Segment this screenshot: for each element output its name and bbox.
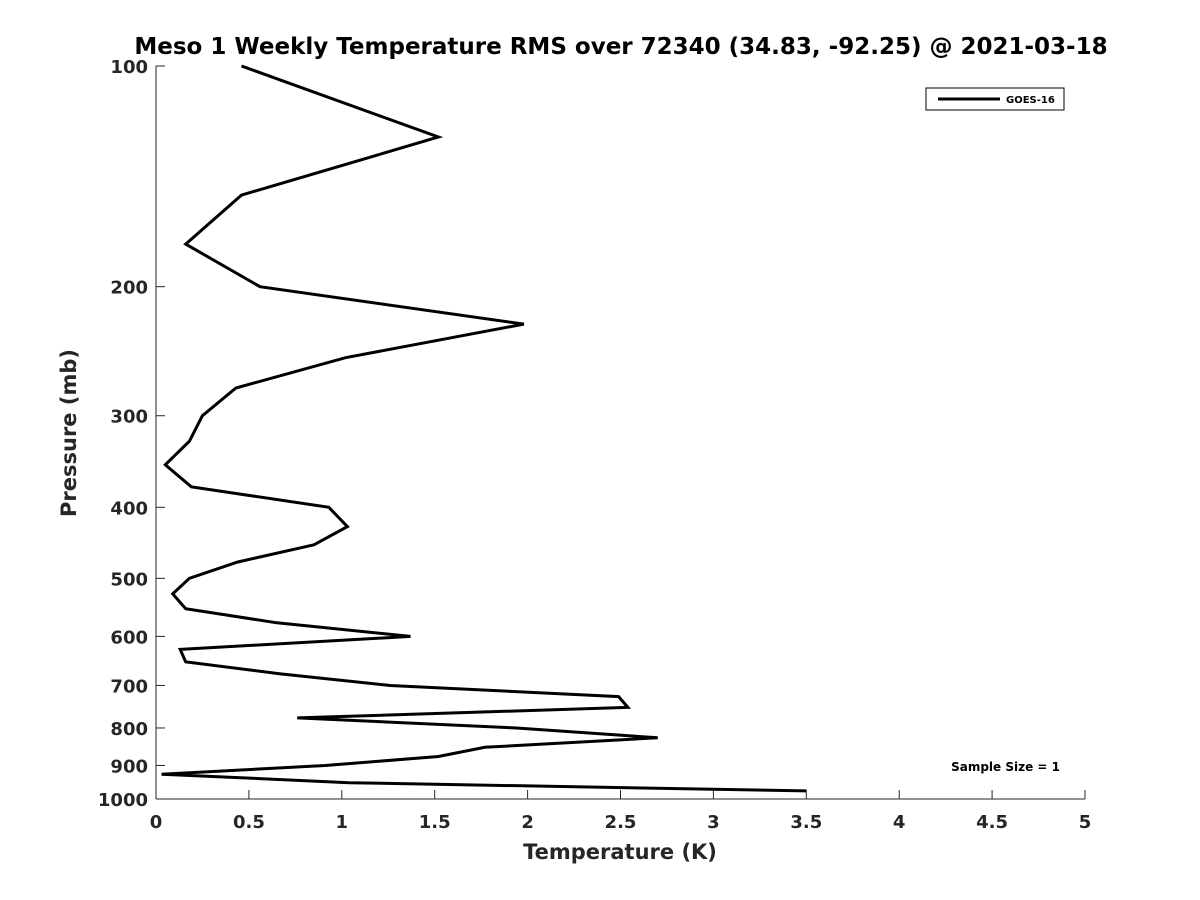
y-tick-label: 700 [110,676,148,697]
x-tick-label: 4.5 [976,812,1008,833]
x-tick-labels: 0 0.5 1 1.5 2 2.5 3 3.5 4 4.5 5 [150,812,1092,833]
y-axis-label: Pressure (mb) [57,349,81,517]
y-tick-label: 600 [110,627,148,648]
x-tick-label: 3 [707,812,720,833]
x-tick-label: 1 [336,812,349,833]
sample-size-annotation: Sample Size = 1 [951,760,1060,774]
series-line-goes-16 [161,64,807,793]
x-tick-label: 5 [1079,812,1092,833]
x-tick-label: 2.5 [605,812,637,833]
y-tick-label: 200 [110,278,148,299]
legend: GOES-16 [925,87,1065,111]
x-tick-label: 3.5 [790,812,822,833]
x-tick-label: 4 [893,812,906,833]
x-tick-label: 0 [150,812,163,833]
x-axis-label: Temperature (K) [523,840,717,864]
y-tick-labels: 100 200 300 400 500 600 700 800 900 1000 [98,57,148,811]
x-tick-label: 0.5 [233,812,265,833]
y-tick-label: 400 [110,498,148,519]
y-tick-label: 800 [110,719,148,740]
y-tick-label: 1000 [98,790,148,811]
y-tick-label: 900 [110,756,148,777]
legend-label-goes-16: GOES-16 [1006,95,1055,106]
chart-title: Meso 1 Weekly Temperature RMS over 72340… [134,34,1107,60]
x-tick-label: 1.5 [419,812,451,833]
series-layer [161,64,807,793]
y-tick-label: 300 [110,407,148,428]
y-tick-label: 500 [110,569,148,590]
axes [155,65,1086,800]
x-tick-label: 2 [521,812,534,833]
y-tick-label: 100 [110,57,148,78]
